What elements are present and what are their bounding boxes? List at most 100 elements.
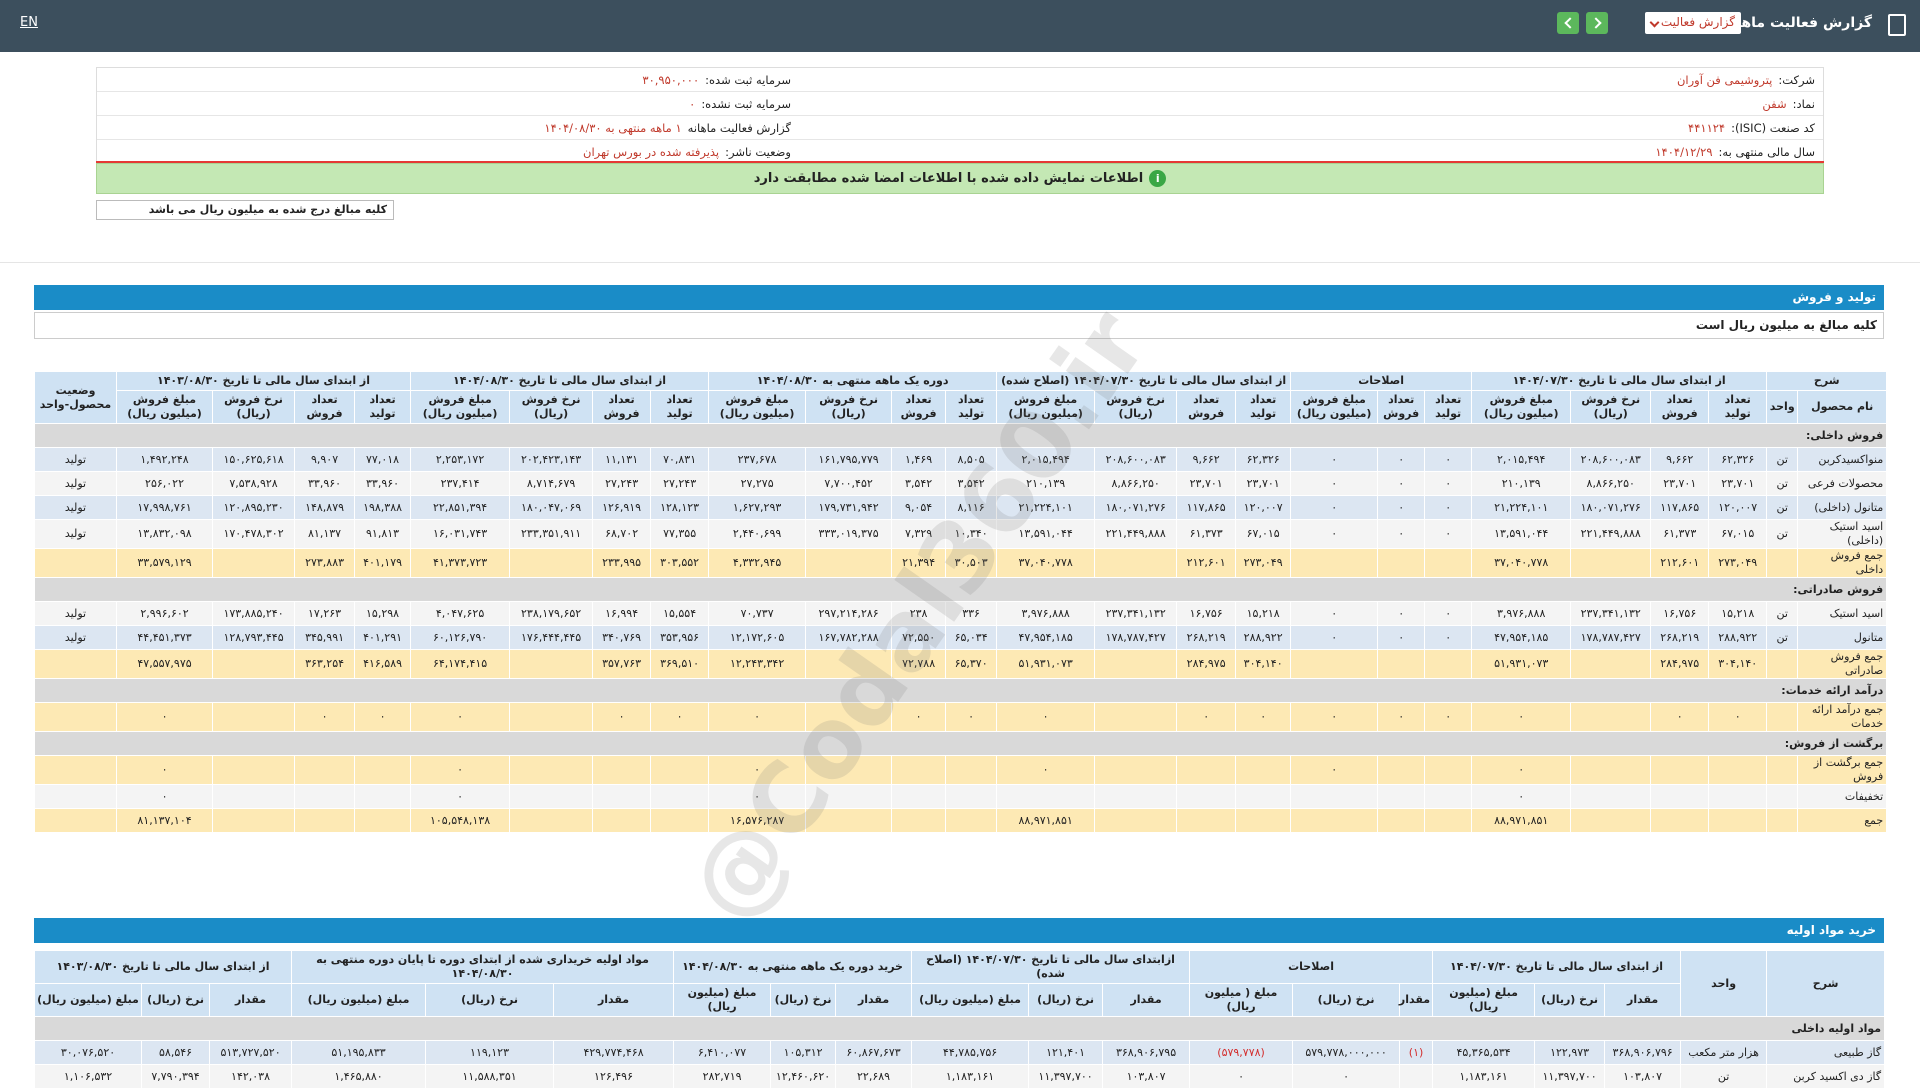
cell: ۶۸,۷۰۲ xyxy=(592,519,652,549)
cell: ۴۲۹,۷۷۴,۴۶۸ xyxy=(553,1040,675,1065)
cell xyxy=(1424,808,1473,833)
cell: ۰ xyxy=(1290,471,1379,496)
cell: ۰ xyxy=(1471,702,1572,732)
cell: ۹,۹۰۷ xyxy=(294,447,356,472)
cell: ۰ xyxy=(115,755,214,785)
group-header: مواد اولیه خریداری شده از ابتدای دوره تا… xyxy=(291,950,675,984)
group-header: اصلاحات xyxy=(1189,950,1434,984)
cell xyxy=(1377,755,1426,785)
cell: ۶۰,۱۲۶,۷۹۰ xyxy=(410,625,511,650)
row-label: محصولات فرعی xyxy=(1797,471,1888,496)
cell: ۲۹۷,۲۱۴,۲۸۶ xyxy=(805,601,893,626)
cell: ۰ xyxy=(996,755,1096,785)
cell: ۳۰۳,۵۵۲ xyxy=(650,548,710,578)
cell xyxy=(212,548,296,578)
cell: ۳۷,۰۴۰,۷۷۸ xyxy=(996,548,1096,578)
cell: ۰ xyxy=(354,702,412,732)
cell: ۲۷۳,۰۴۹ xyxy=(1708,548,1768,578)
language-link[interactable]: EN xyxy=(20,15,38,30)
cell xyxy=(1650,808,1710,833)
column-header: مقدار xyxy=(209,983,293,1017)
cell: ۰ xyxy=(1424,495,1473,520)
cell: ۰ xyxy=(1292,1064,1401,1089)
cell xyxy=(509,755,594,785)
cell: ۲۸۲,۷۱۹ xyxy=(673,1064,772,1089)
cell xyxy=(1094,548,1178,578)
cell: ۱,۴۶۹ xyxy=(891,447,947,472)
row-label: تخفیفات xyxy=(1797,784,1888,809)
cell: ۵۸,۵۴۶ xyxy=(141,1040,211,1065)
cell: ۸۸,۹۷۱,۸۵۱ xyxy=(1471,808,1572,833)
cell: تن xyxy=(1766,601,1799,626)
cell xyxy=(891,808,947,833)
cell: ۱۸۰,۰۷۱,۲۷۶ xyxy=(1094,495,1178,520)
info-value: ۰ xyxy=(689,97,696,111)
data-row: جمع فروش داخلی ۲۷۳,۰۴۹ ۲۱۲,۶۰۱ ۳۷,۰۴۰,۷۷۸ ۲۷… xyxy=(34,548,1888,578)
cell: ۴۷,۵۵۷,۹۷۵ xyxy=(115,649,214,679)
top-bar: گزارش فعالیت ماهانه گزارش فعالیت EN xyxy=(0,0,1920,52)
cell: ۸۸,۹۷۱,۸۵۱ xyxy=(996,808,1096,833)
cell: ۰ xyxy=(1377,471,1426,496)
cell: ۱۸۰,۰۷۱,۲۷۶ xyxy=(1570,495,1652,520)
cell xyxy=(1766,784,1799,809)
cell xyxy=(1290,548,1379,578)
cell xyxy=(509,649,594,679)
cell: ۰ xyxy=(115,784,214,809)
next-button[interactable] xyxy=(1586,12,1608,34)
column-header: نرخ (ریال) xyxy=(425,983,555,1017)
cell: ۰ xyxy=(1290,702,1379,732)
cell: ۳۳,۹۶۰ xyxy=(294,471,356,496)
cell: ۲۱۰,۱۳۹ xyxy=(1471,471,1572,496)
cell: ۰ xyxy=(1235,702,1292,732)
group-header: شرح xyxy=(1766,371,1888,391)
cell xyxy=(1766,808,1799,833)
info-value: پتروشیمی فن آوران xyxy=(1676,73,1773,87)
cell: ۰ xyxy=(1650,702,1710,732)
cell: ۲۳۳,۳۵۱,۹۱۱ xyxy=(509,519,594,549)
cell xyxy=(805,808,893,833)
row-label: اسید استیک xyxy=(1797,601,1888,626)
column-header: تعداد تولید xyxy=(1708,390,1768,424)
cell: ۲۱,۳۹۴ xyxy=(891,548,947,578)
cell xyxy=(1424,755,1473,785)
cell xyxy=(1766,755,1799,785)
cell: ۰ xyxy=(945,702,998,732)
report-select[interactable]: گزارش فعالیت xyxy=(1645,12,1741,34)
cell: ۱۶,۵۷۶,۲۸۷ xyxy=(708,808,807,833)
group-header: از ابتدای سال مالی تا تاریخ ۱۴۰۴/۰۷/۳۰ (… xyxy=(996,371,1292,391)
notice: i اطلاعات نمایش داده شده با اطلاعات امضا … xyxy=(96,163,1824,194)
cell: ۰ xyxy=(1290,601,1379,626)
cell: ۳۵۳,۹۵۶ xyxy=(650,625,710,650)
cell: ۰ xyxy=(1424,625,1473,650)
info-value: ۴۴۱۱۲۴ xyxy=(1688,121,1726,135)
prev-button[interactable] xyxy=(1557,12,1579,34)
cell: ۴,۳۳۲,۹۴۵ xyxy=(708,548,807,578)
section-row: درآمد ارائه خدمات: xyxy=(33,678,1888,703)
info-label: سرمایه ثبت شده: xyxy=(705,73,791,87)
cell: ۴۰۱,۲۹۱ xyxy=(354,625,412,650)
info-label: شرکت: xyxy=(1778,73,1815,87)
cell xyxy=(1570,649,1652,679)
column-header: مقدار xyxy=(553,983,675,1017)
cell xyxy=(1708,808,1768,833)
cell xyxy=(1570,784,1652,809)
info-value: شفن xyxy=(1762,97,1787,111)
cell xyxy=(1290,649,1379,679)
group-header: شرح xyxy=(1766,950,1886,1017)
cell xyxy=(294,808,356,833)
cell: ۶۷,۰۱۵ xyxy=(1235,519,1292,549)
cell: ۰ xyxy=(1424,471,1473,496)
column-header: نرخ (ریال) xyxy=(1534,983,1606,1017)
cell: ۷,۷۰۰,۴۵۲ xyxy=(805,471,893,496)
cell xyxy=(945,784,998,809)
data-row: گاز دی اکسید کربن تن ۱۰۳,۸۰۷ ۱۱,۳۹۷,۷۰۰ ۱,۱۸… xyxy=(33,1064,1886,1089)
cell: تن xyxy=(1766,495,1799,520)
cell: ۰ xyxy=(410,755,511,785)
info-label: سرمایه ثبت نشده: xyxy=(701,97,791,111)
group-header: اصلاحات xyxy=(1290,371,1473,391)
cell: ۲۳۷,۳۴۱,۱۳۲ xyxy=(1570,601,1652,626)
cell xyxy=(1570,755,1652,785)
cell xyxy=(945,808,998,833)
row-label: جمع درآمد ارائه خدمات xyxy=(1797,702,1888,732)
cell: ۰ xyxy=(996,702,1096,732)
